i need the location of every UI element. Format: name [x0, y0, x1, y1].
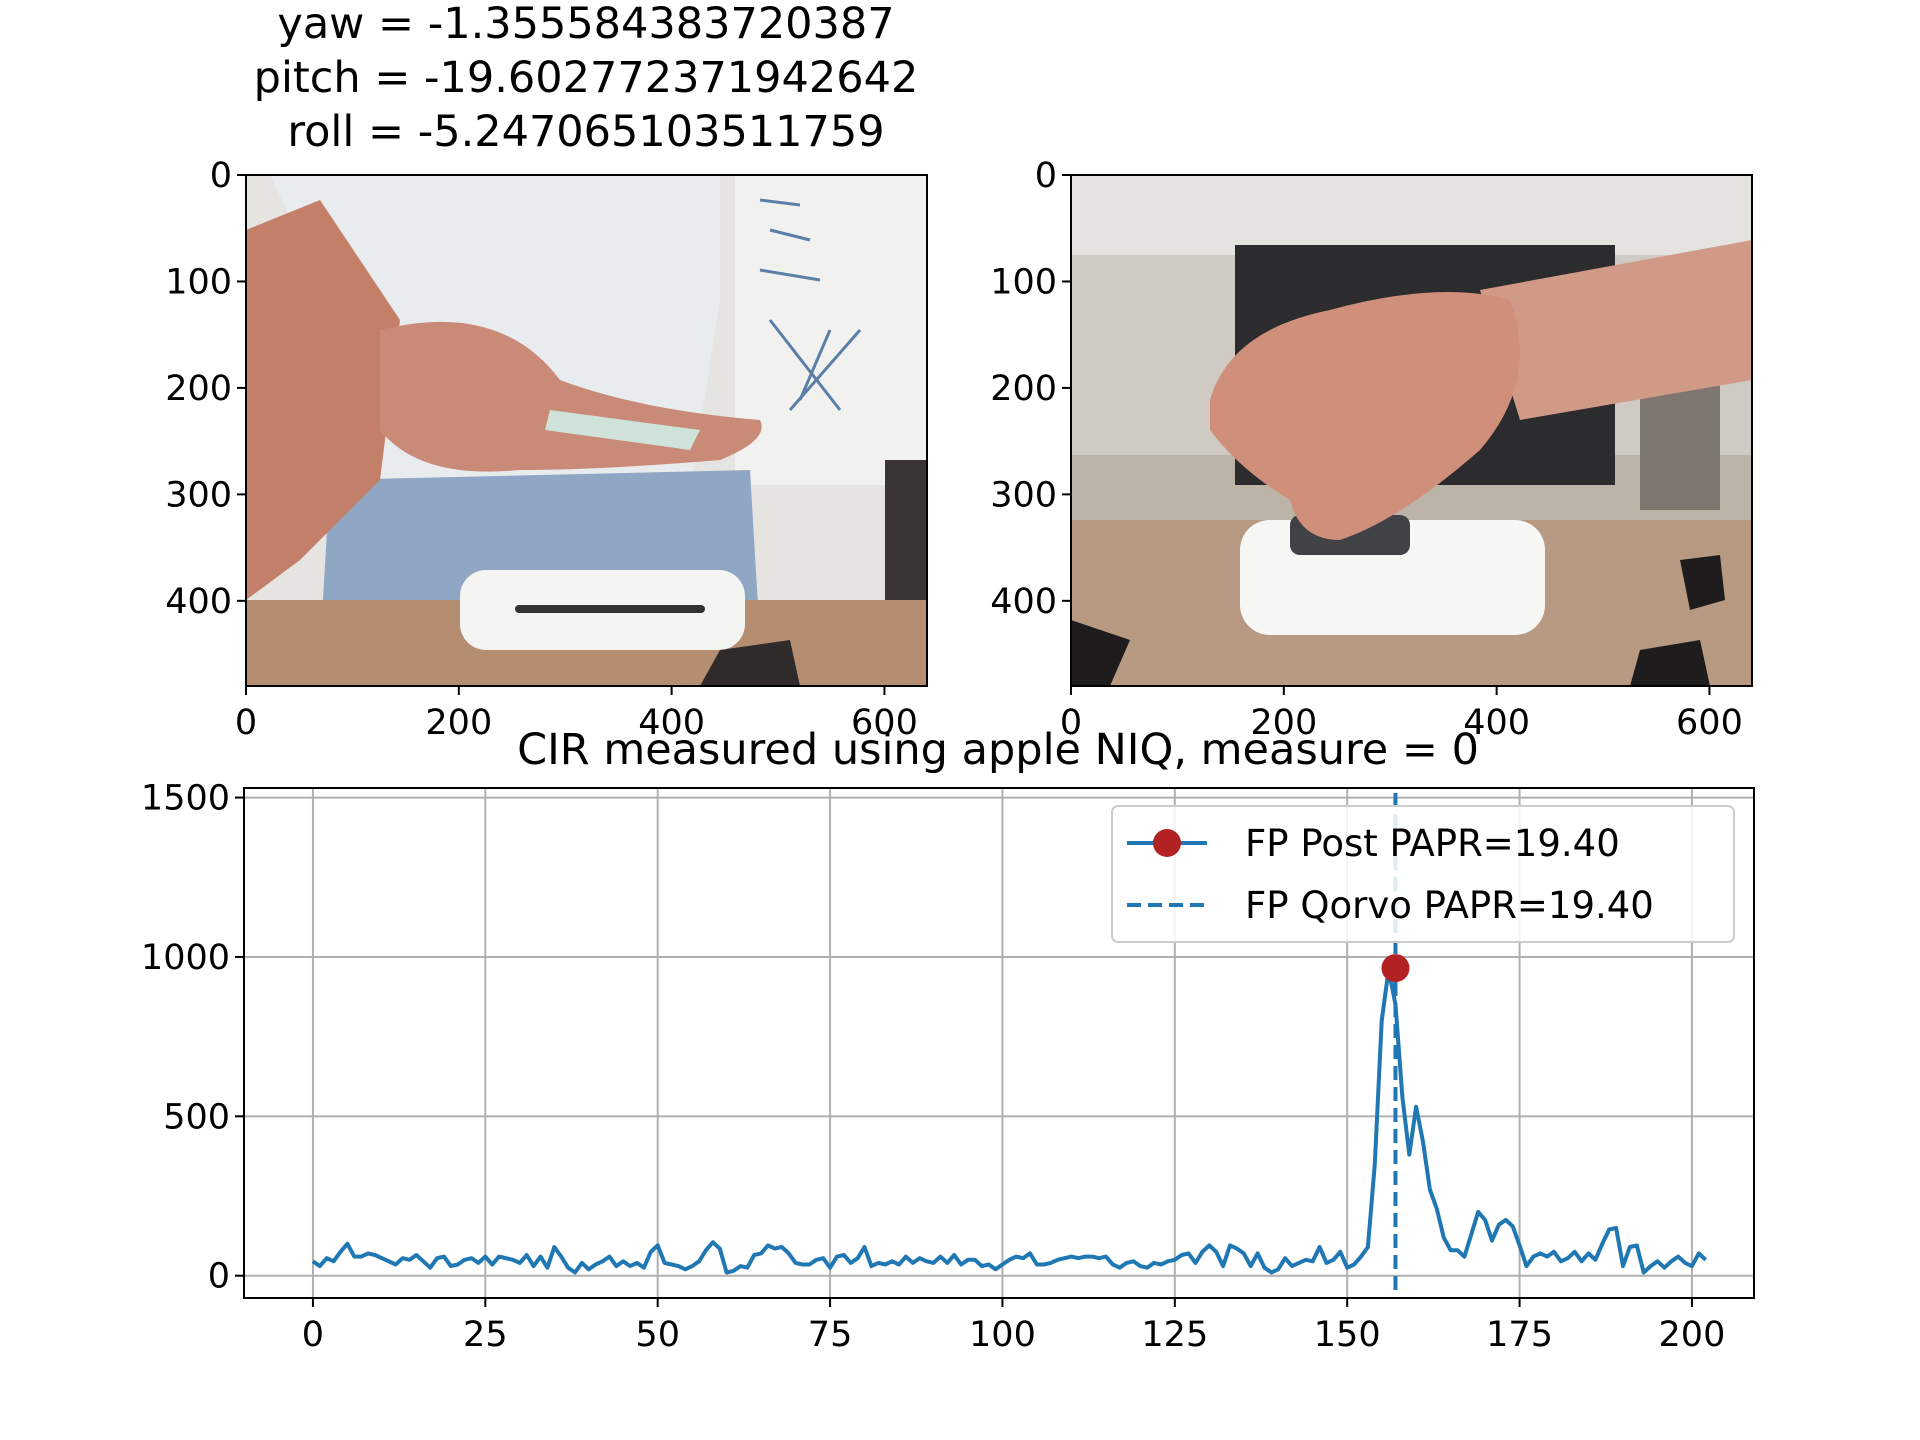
legend-fp-qorvo-label: FP Qorvo PAPR=19.40 [1245, 884, 1654, 927]
right-y-tick-label: 100 [990, 262, 1057, 302]
left-x-tick-label: 200 [425, 703, 492, 743]
cir-x-tick-label: 200 [1659, 1315, 1726, 1355]
left-phone [545, 410, 700, 450]
legend-fp-post-marker [1153, 829, 1181, 857]
cir-grid [244, 788, 1754, 1298]
right-x-tick-label: 0 [1060, 703, 1082, 743]
right-y-tick-label: 0 [1035, 156, 1057, 196]
left-x-tick-label: 0 [235, 703, 257, 743]
cir-chart-title: CIR measured using apple NIQ, measure = … [517, 725, 1479, 775]
cir-x-tick-label: 175 [1486, 1315, 1553, 1355]
fp-post-marker [1381, 954, 1410, 983]
left-x-tick-label: 400 [638, 703, 705, 743]
right-x-tick-label: 400 [1463, 703, 1530, 743]
cir-x-tick-label: 150 [1314, 1315, 1381, 1355]
left-table-letter [700, 640, 800, 686]
legend-fp-post-label: FP Post PAPR=19.40 [1245, 822, 1620, 865]
cir-x-tick-label: 125 [1141, 1315, 1208, 1355]
cir-y-tick-label: 1500 [141, 779, 230, 819]
left-y-tick-label: 100 [165, 262, 232, 302]
cir-series-line [311, 967, 1708, 1275]
image-axes: 0 200 400 600 0 100 200 300 400 0 200 400 600 0 100 200… [165, 156, 1743, 743]
left-arm [246, 200, 400, 600]
left-y-tick-label: 400 [165, 582, 232, 622]
left-image-frame [245, 174, 928, 687]
right-hand [1210, 292, 1520, 540]
left-y-tick-label: 200 [165, 369, 232, 409]
camera-frame-right [1071, 175, 1752, 686]
cir-y-tick-label: 1000 [141, 938, 230, 978]
cir-x-tick-label: 25 [463, 1315, 508, 1355]
right-x-tick-label: 600 [1676, 703, 1743, 743]
cir-x-tick-label: 50 [635, 1315, 680, 1355]
right-y-tick-label: 400 [990, 582, 1057, 622]
right-y-tick-label: 200 [990, 369, 1057, 409]
legend-box [1111, 805, 1735, 943]
left-dark-cabinet [885, 460, 927, 610]
cir-axes-frame [243, 787, 1755, 1299]
cir-y-tick-label: 500 [163, 1097, 230, 1137]
left-y-tick-label: 300 [165, 475, 232, 515]
right-image-frame [1070, 174, 1753, 687]
right-arm [1480, 240, 1752, 420]
right-ceiling [1071, 175, 1752, 255]
left-y-tick-label: 0 [210, 156, 232, 196]
cir-x-tick-label: 100 [969, 1315, 1036, 1355]
left-whiteboard [735, 175, 927, 485]
figure-title-yaw: yaw = -1.355584383720387 [277, 0, 894, 49]
left-device-slot [515, 605, 705, 613]
right-table-letters [1071, 555, 1725, 686]
cir-y-tick-label: 0 [208, 1257, 230, 1297]
right-x-tick-label: 200 [1250, 703, 1317, 743]
cir-ticks: 0 25 50 75 100 125 150 175 200 0 500 1000 1500 [141, 779, 1725, 1355]
left-x-tick-label: 600 [851, 703, 918, 743]
cir-legend: FP Post PAPR=19.40 FP Qorvo PAPR=19.40 [1111, 805, 1735, 943]
right-y-tick-label: 300 [990, 475, 1057, 515]
figure-title-pitch: pitch = -19.602772371942642 [254, 53, 919, 103]
left-whiteboard-scribbles [759, 198, 862, 411]
cir-x-tick-label: 75 [808, 1315, 853, 1355]
cir-x-tick-label: 0 [302, 1315, 324, 1355]
figure-title-roll: roll = -5.247065103511759 [287, 107, 884, 157]
camera-frame-left [246, 175, 927, 686]
